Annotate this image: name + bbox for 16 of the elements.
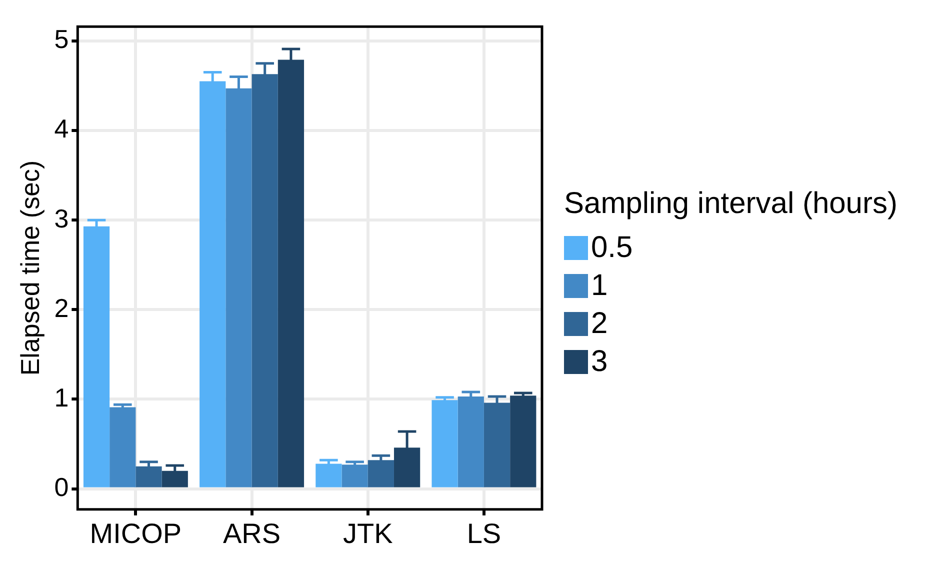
legend-label: 1: [591, 268, 608, 302]
y-tick-label: 3: [54, 203, 69, 234]
y-axis-title: Elapsed time (sec): [14, 160, 45, 376]
x-tick-label: ARS: [223, 518, 281, 549]
legend-label: 0.5: [591, 230, 633, 264]
y-tick-label: 1: [54, 382, 69, 412]
x-tick-label: JTK: [342, 518, 394, 549]
y-tick-label: 5: [54, 24, 69, 54]
legend-label: 3: [591, 344, 608, 378]
y-tick-label: 2: [54, 292, 69, 323]
y-tick-label: 0: [54, 472, 69, 502]
x-tick-label: LS: [466, 518, 502, 549]
y-tick-label: 4: [54, 114, 69, 144]
legend-title: Sampling interval (hours): [564, 186, 898, 220]
x-tick-label: MICOP: [90, 518, 182, 549]
legend-label: 2: [591, 306, 608, 340]
